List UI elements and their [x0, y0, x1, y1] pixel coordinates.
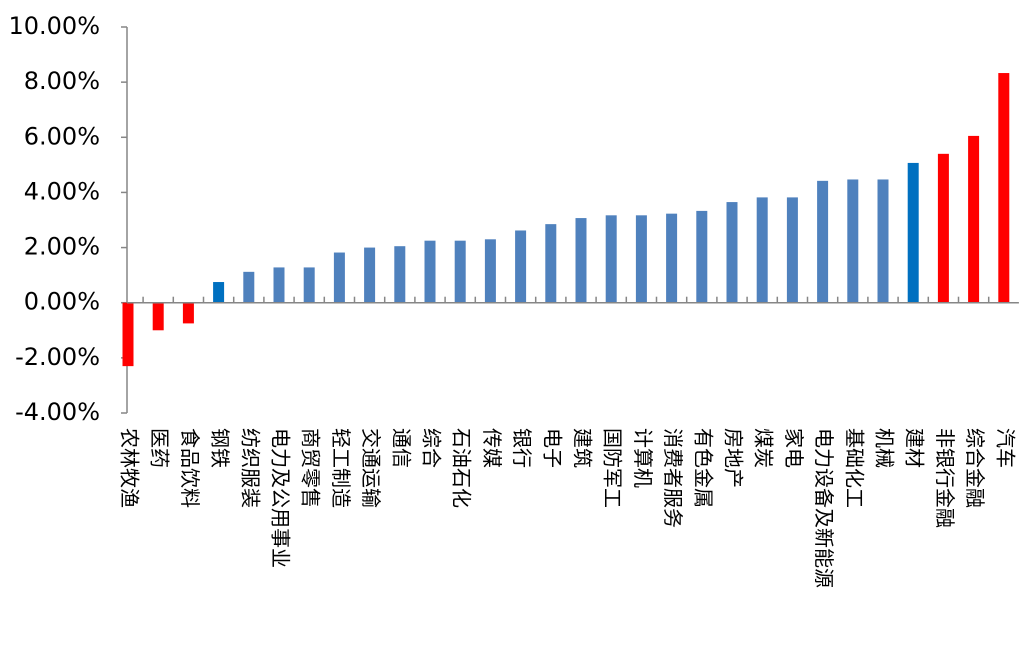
bar — [877, 179, 889, 303]
x-tick-label: 农林牧渔 — [118, 428, 142, 508]
x-tick-label: 综合 — [420, 428, 444, 468]
bar — [182, 302, 194, 324]
x-tick-label: 电子 — [540, 428, 564, 468]
bar — [545, 224, 557, 303]
bar — [243, 271, 255, 303]
x-tick-label: 综合金融 — [963, 428, 987, 508]
x-tick-label: 家电 — [782, 428, 806, 468]
bar — [364, 247, 376, 303]
bar — [303, 267, 315, 303]
bar — [333, 252, 345, 303]
x-tick-label: 有色金属 — [691, 428, 715, 508]
x-tick-label: 传媒 — [480, 428, 504, 468]
bar — [968, 135, 980, 303]
bar — [575, 218, 587, 303]
x-tick-label: 汽车 — [993, 428, 1017, 468]
x-tick-label: 石油石化 — [450, 428, 474, 508]
x-tick-label: 轻工制造 — [329, 428, 353, 508]
y-tick-label: 0.00% — [24, 288, 100, 316]
y-tick-label: -2.00% — [15, 343, 100, 371]
x-tick-label: 交通运输 — [359, 428, 383, 508]
bar — [998, 73, 1010, 303]
bar — [213, 282, 225, 303]
x-tick-label: 建材 — [903, 428, 927, 468]
y-tick-label: 4.00% — [24, 177, 100, 205]
bar — [515, 230, 527, 303]
x-tick-label: 基础化工 — [842, 428, 866, 508]
x-tick-label: 商贸零售 — [299, 428, 323, 508]
bar — [847, 179, 859, 303]
bar — [484, 239, 496, 303]
bar — [273, 267, 285, 303]
x-tick-label: 银行 — [510, 428, 534, 468]
x-tick-label: 计算机 — [631, 428, 655, 488]
bar — [756, 197, 768, 303]
y-tick-label: -4.00% — [15, 398, 100, 426]
x-tick-label: 纺织服装 — [238, 428, 262, 508]
bar — [696, 210, 708, 303]
bar — [394, 246, 406, 303]
x-tick-label: 电力及公用事业 — [269, 428, 293, 568]
x-tick-label: 房地产 — [722, 428, 746, 488]
x-tick-label: 机械 — [873, 428, 897, 468]
bar — [786, 197, 798, 303]
x-tick-label: 煤炭 — [752, 428, 776, 468]
bar — [424, 240, 436, 303]
x-tick-label: 电力设备及新能源 — [812, 428, 836, 588]
x-tick-label: 通信 — [389, 428, 413, 468]
bar — [726, 202, 738, 303]
bar — [122, 302, 134, 367]
bar — [666, 213, 678, 303]
y-tick-label: 10.00% — [8, 12, 100, 40]
x-tick-label: 医药 — [148, 428, 172, 468]
bar — [454, 240, 466, 303]
y-tick-label: 6.00% — [24, 122, 100, 150]
bar — [817, 180, 829, 303]
y-tick-label: 8.00% — [24, 67, 100, 95]
x-tick-label: 非银行金融 — [933, 428, 957, 528]
bar — [937, 153, 949, 303]
x-tick-label: 消费者服务 — [661, 428, 685, 528]
x-tick-label: 钢铁 — [208, 428, 232, 468]
bar — [635, 215, 647, 303]
x-tick-label: 食品饮料 — [178, 428, 202, 508]
bar — [605, 215, 617, 303]
bar — [152, 302, 164, 331]
x-tick-label: 建筑 — [571, 428, 595, 468]
bar — [907, 162, 919, 303]
x-tick-label: 国防军工 — [601, 428, 625, 508]
y-tick-label: 2.00% — [24, 233, 100, 261]
